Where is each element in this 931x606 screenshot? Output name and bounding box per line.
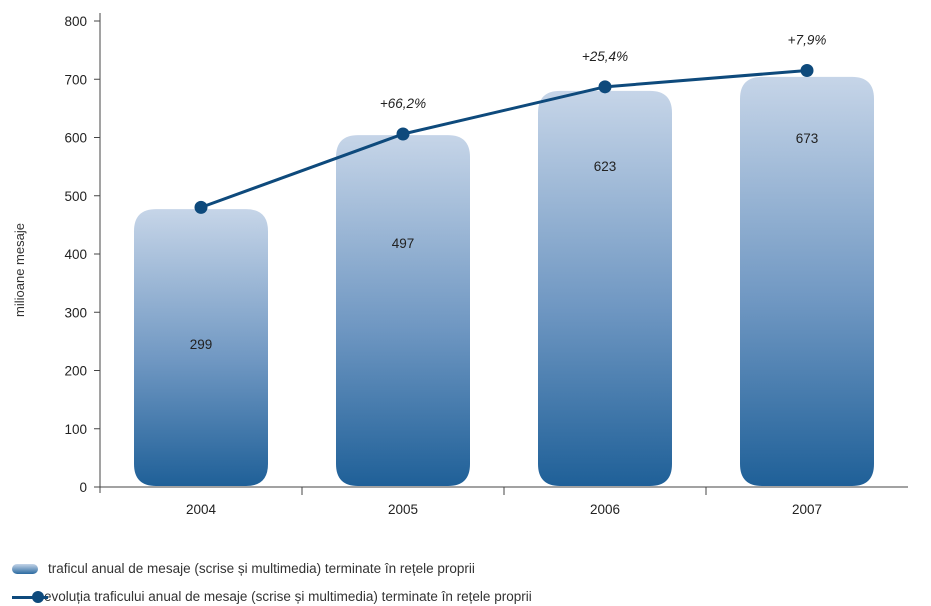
trend-line [200,69,808,209]
trend-point-2004 [194,200,208,214]
x-tick-label: 2005 [388,502,418,517]
labels-layer: 299 497 623 673 +66,2% +25,4% +7,9% [190,33,827,352]
y-tick-label: 100 [64,422,87,437]
bar-2007 [740,76,874,487]
bar-2006 [538,90,672,487]
legend-item-line: evoluția traficului anual de mesaje (scr… [12,589,532,604]
growth-annotation: +7,9% [788,33,827,48]
y-tick-label: 0 [79,480,87,495]
legend-label-bars: traficul anual de mesaje (scrise și mult… [48,561,475,576]
y-tick-label: 200 [64,364,87,379]
trend-point-2005 [396,127,410,141]
axes-layer: 0 100 200 300 400 500 600 700 800 2004 2005 2006 200… [64,13,908,517]
x-tick-label: 2006 [590,502,620,517]
growth-annotation: +25,4% [582,49,628,64]
x-tick-label: 2007 [792,502,822,517]
y-axis-title: milioane mesaje [12,223,27,317]
trend-point-2006 [598,80,612,94]
bar-value-label: 497 [392,236,415,251]
bar-value-label: 623 [594,159,617,174]
bar-2005 [336,135,470,487]
y-tick-label: 500 [64,189,87,204]
line-layer [194,64,814,214]
bar-value-label: 673 [796,131,819,146]
growth-annotation: +66,2% [380,96,426,111]
y-tick-label: 800 [64,14,87,29]
y-tick-label: 600 [64,131,87,146]
y-tick-label: 400 [64,247,87,262]
y-tick-label: 700 [64,72,87,87]
legend-bar-swatch [12,563,38,574]
bar-2004 [134,209,268,486]
legend-line-swatch [12,590,48,603]
trend-point-2007 [800,64,814,78]
y-tick-label: 300 [64,305,87,320]
bar-value-label: 299 [190,337,213,352]
bars-layer [134,76,874,487]
legend-item-bars: traficul anual de mesaje (scrise și mult… [12,561,475,576]
legend-label-line: evoluția traficului anual de mesaje (scr… [44,589,532,604]
x-tick-label: 2004 [186,502,217,517]
